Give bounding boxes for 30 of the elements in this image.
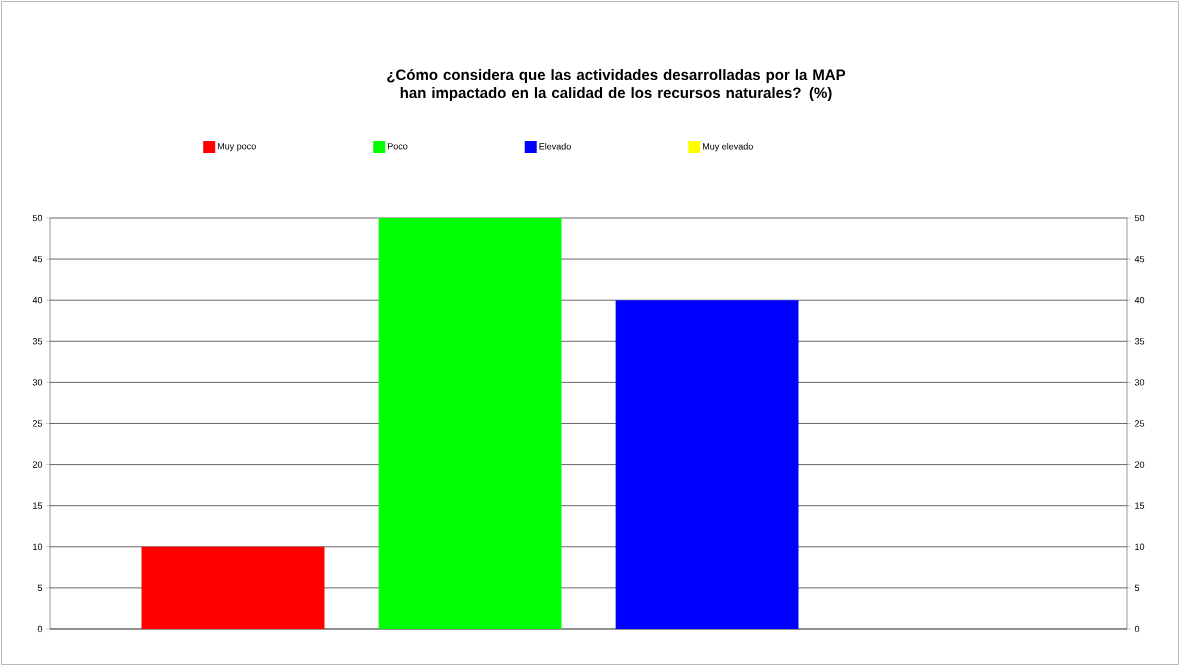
y-tick-label: 0 (37, 625, 43, 633)
bar (615, 300, 799, 629)
y-tick-label: 45 (32, 255, 43, 263)
y-tick-label: 20 (32, 461, 43, 468)
y-tick-label: 40 (32, 297, 43, 304)
legend-label: Poco (387, 143, 408, 150)
y2-tick-label: 5 (1134, 584, 1140, 592)
y2-tick-label: 45 (1134, 255, 1145, 263)
legend-label: Muy poco (217, 143, 256, 152)
y-tick-label: 25 (32, 420, 43, 427)
y2-tick-label: 25 (1134, 420, 1145, 427)
legend-label: Elevado (539, 142, 571, 150)
y2-tick-label: 20 (1134, 461, 1145, 468)
y-tick-label: 5 (37, 584, 43, 592)
y2-tick-label: 40 (1134, 297, 1145, 304)
y2-tick-label: 30 (1134, 379, 1145, 386)
y2-tick-label: 10 (1135, 543, 1145, 550)
y-tick-label: 30 (32, 379, 43, 386)
y2-tick-label: 15 (1135, 502, 1145, 509)
y2-tick-label: 35 (1134, 338, 1145, 345)
y-tick-label: 35 (32, 338, 43, 345)
y-tick-label: 15 (33, 502, 43, 509)
bar (141, 546, 325, 629)
y-tick-label: 10 (33, 543, 43, 550)
y-tick-label: 50 (32, 214, 43, 222)
y2-tick-label: 0 (1134, 625, 1140, 633)
bar (378, 217, 562, 629)
legend-label: Muy elevado (703, 142, 753, 152)
chart-title: ¿Cómo considera que las actividades desarrolladas por la MAP han impactado en la calidad de los recursos naturales? (%) (387, 68, 846, 102)
y2-tick-label: 50 (1134, 214, 1145, 222)
